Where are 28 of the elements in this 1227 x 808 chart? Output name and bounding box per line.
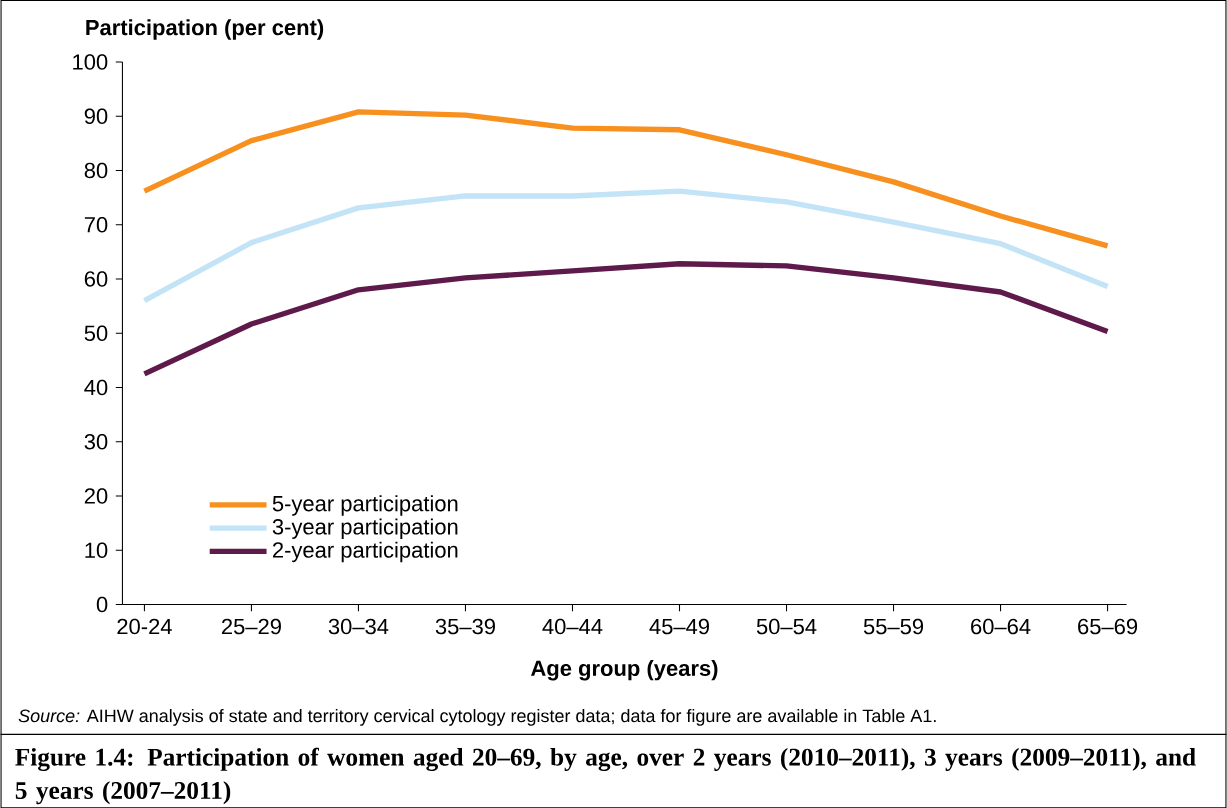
y-tick-label: 40: [84, 379, 108, 396]
x-tick-label: 50–54: [756, 618, 817, 635]
y-tick-label: 50: [84, 325, 108, 341]
x-tick-label: 25–29: [221, 618, 281, 635]
x-tick-label: 30–34: [328, 618, 389, 635]
y-tick-label: 90: [84, 108, 108, 124]
legend-label: 2-year participation: [272, 541, 458, 562]
x-axis-title: Age group (years): [530, 659, 718, 681]
x-tick-label: 55–59: [863, 618, 924, 635]
x-tick-label: 65–69: [1078, 618, 1138, 635]
y-tick-label: 0: [96, 596, 108, 613]
x-tick-label: 60–64: [971, 618, 1031, 635]
legend-label: 3-year participation: [272, 518, 458, 539]
y-tick-label: 70: [84, 216, 108, 233]
x-tick-label: 40–44: [542, 618, 603, 635]
y-axis-title: Participation (per cent): [86, 19, 324, 40]
x-tick-label: 35–39: [435, 618, 495, 635]
y-tick-label: 20: [84, 488, 108, 504]
x-tick-label: 45–49: [649, 618, 709, 635]
y-tick-label: 100: [73, 54, 108, 70]
y-tick-label: 60: [84, 271, 108, 287]
text: Figure 1.4: Participation of women aged 20–69, by age, over 2 years (2010–2011), 3 years (2009–2011), and 5 years (2007–2011): [15, 747, 1196, 805]
text: Source: AIHW analysis of state and territory cervical cytology register data; data for figure are available in Table A1.: [18, 708, 936, 726]
y-tick-label: 10: [85, 542, 108, 558]
y-tick-label: 80: [84, 162, 108, 179]
y-tick-label: 30: [84, 433, 108, 450]
x-tick-label: 20-24: [117, 618, 172, 635]
legend-label: 5-year participation: [272, 495, 458, 516]
